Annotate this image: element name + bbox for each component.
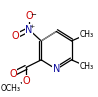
- Text: +: +: [30, 24, 35, 29]
- Text: O: O: [25, 11, 33, 21]
- Text: CH₃: CH₃: [80, 30, 94, 39]
- Text: OCH₃: OCH₃: [1, 84, 21, 93]
- Text: N: N: [25, 25, 33, 35]
- Text: O: O: [12, 31, 20, 41]
- Text: O: O: [9, 69, 17, 79]
- Text: O: O: [22, 76, 30, 86]
- Text: CH₃: CH₃: [80, 62, 94, 71]
- Text: N: N: [53, 64, 60, 74]
- Text: −: −: [30, 12, 36, 18]
